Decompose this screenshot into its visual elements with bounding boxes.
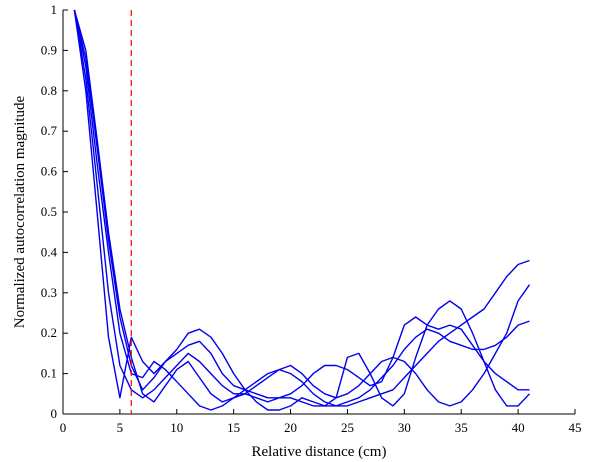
series-line-4 <box>73 9 530 399</box>
series-line-2 <box>73 9 530 411</box>
y-tick-label: 0.3 <box>41 285 57 300</box>
x-tick-label: 5 <box>117 420 124 435</box>
series-line-5 <box>73 9 531 411</box>
series-layer <box>73 9 531 411</box>
plot-frame <box>62 10 575 415</box>
y-tick-label: 1 <box>51 2 58 17</box>
y-tick-label: 0.1 <box>41 366 57 381</box>
x-axis-label: Relative distance (cm) <box>252 444 387 460</box>
x-tick-label: 15 <box>227 420 240 435</box>
y-tick-label: 0.9 <box>41 42 57 57</box>
x-tick-label: 0 <box>60 420 67 435</box>
x-tick-label: 35 <box>455 420 468 435</box>
x-tick-label: 30 <box>398 420 411 435</box>
x-tick-label: 40 <box>512 420 525 435</box>
x-tick-label: 25 <box>341 420 354 435</box>
y-tick-label: 0 <box>51 406 58 421</box>
series-line-3 <box>73 9 531 407</box>
y-tick-label: 0.6 <box>41 164 58 179</box>
y-tick-label: 0.4 <box>41 244 58 259</box>
y-tick-label: 0.2 <box>41 325 57 340</box>
series-line-1 <box>73 9 530 407</box>
x-axis-ticks: 0 5 10 15 20 25 30 35 40 45 <box>60 409 582 435</box>
x-tick-label: 10 <box>170 420 183 435</box>
x-tick-label: 45 <box>569 420 582 435</box>
y-tick-label: 0.8 <box>41 83 57 98</box>
y-tick-label: 0.5 <box>41 204 57 219</box>
y-axis-ticks: 0 0.1 0.2 0.3 0.4 0.5 0.6 0.7 0.8 0.9 1 <box>41 2 68 421</box>
y-tick-label: 0.7 <box>41 123 58 138</box>
x-tick-label: 20 <box>284 420 297 435</box>
y-axis-label: Normalized autocorrelation magnitude <box>12 95 28 328</box>
